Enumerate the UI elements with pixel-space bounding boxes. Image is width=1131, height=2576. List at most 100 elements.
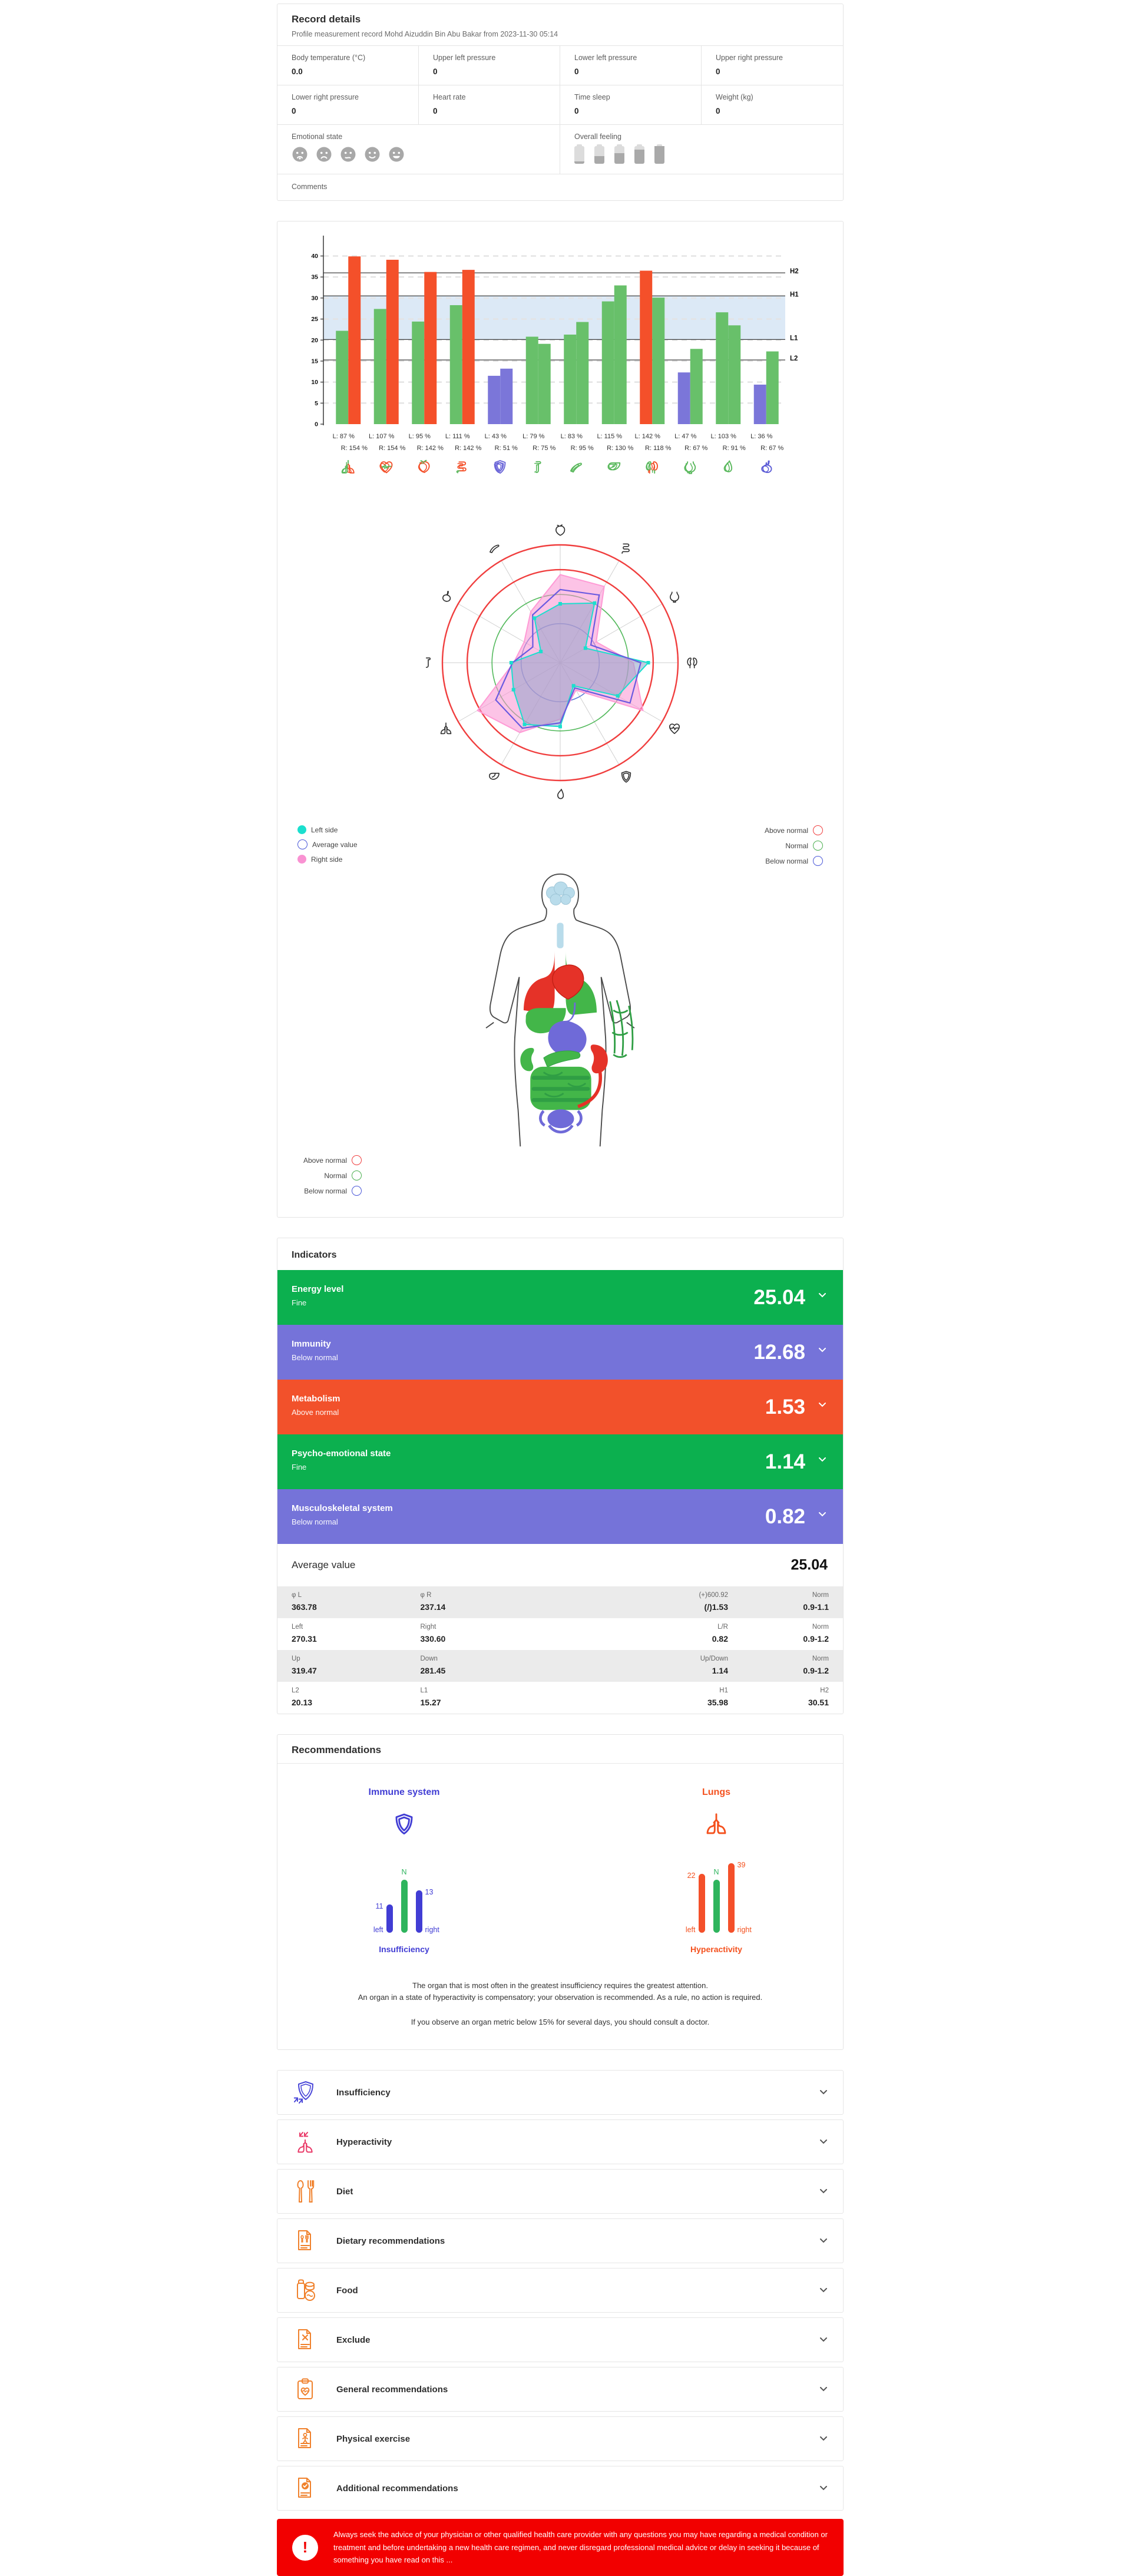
chevron-down-icon[interactable] [819,2483,828,2494]
lungs-organ-icon [706,1813,726,1834]
battery-level-42-icon[interactable] [594,144,604,164]
cell-value: 363.78 [292,1602,317,1612]
table-row: L2 20.13 L1 15.27 H1 35.98 H2 30.51 [277,1682,843,1714]
field-label: Upper left pressure [433,54,496,62]
accordion-section-additional-recommendations[interactable]: Additional recommendations [277,2466,844,2511]
battery-level-100-icon[interactable] [654,144,664,164]
cutlery-icon [297,2180,315,2203]
indicator-status: Below normal [292,1517,338,1526]
accordion-section-food[interactable]: Food [277,2268,844,2313]
svg-text:35: 35 [311,274,318,281]
right-percent-label: R: 130 % [607,445,633,452]
left-percent-label: L: 103 % [711,433,737,440]
accordion-section-dietary-recommendations[interactable]: Dietary recommendations [277,2218,844,2264]
right-percent-label: R: 154 % [379,445,405,452]
chevron-down-icon[interactable] [819,2087,828,2098]
sad-face-icon[interactable] [316,146,332,166]
chevron-down-icon[interactable] [819,2137,828,2147]
chevron-down-icon[interactable] [818,1290,826,1301]
table-cell: Norm 0.9-1.1 [728,1592,829,1612]
accordion-section-insufficiency[interactable]: Insufficiency [277,2070,844,2115]
average-value: 25.04 [791,1556,828,1573]
record-subtitle: Profile measurement record Mohd Aizuddin… [292,30,558,38]
legend-label: Left side [311,825,338,834]
recommendations-title: Recommendations [292,1744,382,1755]
left-kidney-organ [590,1044,608,1074]
table-cell: H1 35.98 [588,1687,728,1707]
crying-face-icon[interactable] [292,146,308,166]
accordion-label: Hyperactivity [336,2137,392,2147]
indicator-energy-level[interactable]: Energy level Fine 25.04 [277,1270,843,1325]
right-bar-stomach [766,351,779,424]
indicator-status: Fine [292,1463,307,1471]
kidneys-axis-icon [687,657,697,669]
field-weight-kg[interactable]: Weight (kg) 0 [702,85,843,124]
chevron-down-icon[interactable] [818,1345,826,1355]
accordion-label: Insufficiency [336,2087,391,2098]
indicator-metabolism[interactable]: Metabolism Above normal 1.53 [277,1380,843,1434]
accordion-label: Additional recommendations [336,2483,458,2494]
field-heart-rate[interactable]: Heart rate 0 [419,85,560,124]
chevron-down-icon[interactable] [818,1400,826,1410]
body-organ-diagram [451,872,669,1152]
note-line: If you observe an organ metric below 15%… [411,2018,710,2027]
battery-level-80-icon[interactable] [634,144,644,164]
chevron-down-icon[interactable] [819,2236,828,2246]
chevron-down-icon[interactable] [818,1509,826,1520]
table-cell: Up 319.47 [292,1655,421,1675]
cell-label: L2 [292,1687,299,1694]
chevron-down-icon[interactable] [819,2334,828,2345]
chevron-down-icon[interactable] [818,1454,826,1465]
battery-level-60-icon[interactable] [614,144,624,164]
svg-text:30: 30 [311,295,318,302]
field-lower-left-pressure[interactable]: Lower left pressure 0 [560,46,702,85]
left-bar-kidneys [640,270,653,424]
right-kidney-organ [520,1047,534,1072]
table-cell: Right 330.60 [421,1623,588,1644]
comments-field[interactable]: Comments [277,174,843,200]
chevron-down-icon[interactable] [819,2285,828,2296]
indicator-immunity[interactable]: Immunity Below normal 12.68 [277,1325,843,1380]
duodenum-icon [535,461,541,473]
indicators-title: Indicators [292,1250,337,1260]
accordion-section-diet[interactable]: Diet [277,2169,844,2214]
accordion-label: Physical exercise [336,2433,411,2444]
field-upper-left-pressure[interactable]: Upper left pressure 0 [419,46,560,85]
right-percent-label: R: 142 % [455,445,481,452]
legend-label: Below normal [304,1186,347,1195]
right-bar-intestine [462,270,475,424]
right-bar-bladder [690,349,703,424]
legend-item-left-side: Left side [297,825,358,834]
confused-face-icon[interactable] [340,146,356,166]
field-lower-right-pressure[interactable]: Lower right pressure 0 [277,85,419,124]
field-time-sleep[interactable]: Time sleep 0 [560,85,702,124]
measurement-fields-grid: Body temperature (°C) 0.0 Upper left press… [277,45,843,124]
bar-side-label: right [737,1926,752,1934]
chevron-down-icon[interactable] [819,2433,828,2444]
legend-swatch-icon [813,841,823,851]
accordion-section-general-recommendations[interactable]: General recommendations [277,2367,844,2412]
field-value: 0 [433,107,438,115]
indicator-psycho-emotional-state[interactable]: Psycho-emotional state Fine 1.14 [277,1434,843,1489]
left-percent-label: L: 142 % [635,433,661,440]
organ-block-lungs: Lungs 22 left N 39 right Hyperactivity [652,1787,781,1954]
indicator-musculoskeletal-system[interactable]: Musculoskeletal system Below normal 0.82 [277,1489,843,1544]
legend-swatch-icon [352,1170,362,1180]
arm-muscles [609,1000,634,1058]
pancreas-organ [543,1050,581,1068]
table-cell: L2 20.13 [292,1687,421,1707]
field-body-temperature-c[interactable]: Body temperature (°C) 0.0 [277,46,419,85]
right-bar-heart [386,259,399,424]
chevron-down-icon[interactable] [819,2186,828,2197]
chevron-down-icon[interactable] [819,2384,828,2395]
field-upper-right-pressure[interactable]: Upper right pressure 0 [702,46,843,85]
battery-level-14-icon[interactable] [574,144,584,164]
smiling-face-icon[interactable] [364,146,381,166]
accordion-section-exclude[interactable]: Exclude [277,2317,844,2363]
accordion-section-physical-exercise[interactable]: Physical exercise [277,2416,844,2462]
svg-text:15: 15 [311,358,318,365]
accordion-section-hyperactivity[interactable]: Hyperactivity [277,2119,844,2165]
overall-feeling-label: Overall feeling [574,133,621,141]
metrics-table: φ L 363.78 φ R 237.14 (+)600.92 (/)1.53 Norm 0.… [277,1586,843,1714]
happy-face-icon[interactable] [388,146,405,166]
